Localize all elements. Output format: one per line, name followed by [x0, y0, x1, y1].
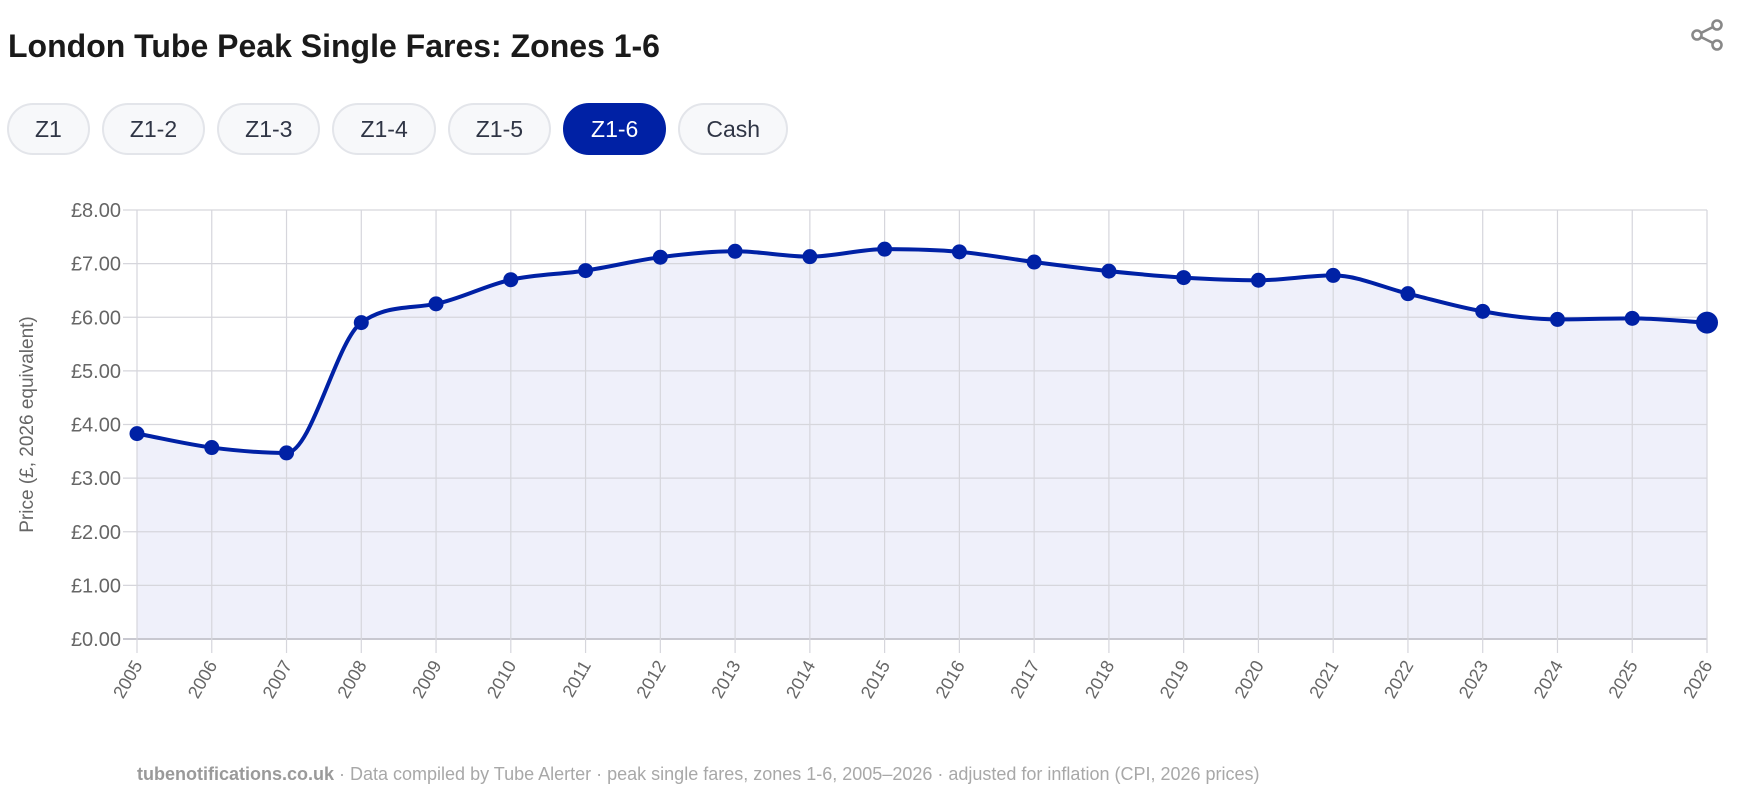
data-point	[652, 249, 668, 265]
data-point	[951, 244, 967, 260]
footer-credit: tubenotifications.co.uk · Data compiled …	[137, 764, 1260, 785]
footer-site: tubenotifications.co.uk	[137, 764, 335, 784]
x-tick-label: 2006	[184, 657, 221, 702]
tab-z1[interactable]: Z1	[7, 103, 90, 155]
tab-z1-5[interactable]: Z1-5	[447, 103, 552, 155]
y-tick-label: £8.00	[71, 200, 121, 222]
data-point	[129, 426, 145, 442]
x-tick-label: 2023	[1455, 657, 1492, 702]
tab-cash[interactable]: Cash	[678, 103, 789, 155]
y-tick-label: £6.00	[71, 307, 121, 329]
x-tick-label: 2011	[558, 657, 595, 701]
area-fill	[137, 249, 1707, 640]
data-point	[1696, 311, 1718, 334]
data-point	[279, 445, 295, 461]
x-tick-label: 2007	[259, 657, 296, 702]
tab-z1-6[interactable]: Z1-6	[563, 103, 667, 155]
y-tick-label: £3.00	[71, 468, 121, 490]
data-point	[1250, 272, 1266, 288]
data-point	[1101, 263, 1117, 279]
data-point	[802, 249, 818, 265]
y-tick-label: £7.00	[71, 254, 121, 276]
x-tick-label: 2020	[1231, 657, 1268, 702]
x-tick-label: 2014	[782, 657, 819, 702]
data-point	[1475, 303, 1491, 319]
footer-note: · Data compiled by Tube Alerter · peak s…	[334, 764, 1260, 784]
data-point	[353, 315, 369, 331]
tab-z1-3[interactable]: Z1-3	[217, 103, 321, 155]
x-tick-label: 2022	[1380, 657, 1417, 702]
data-point	[1176, 270, 1192, 286]
x-tick-label: 2005	[109, 657, 146, 702]
x-tick-label: 2026	[1679, 657, 1716, 702]
y-tick-label: £1.00	[71, 575, 121, 597]
y-tick-label: £0.00	[71, 629, 121, 651]
share-icon[interactable]	[1690, 18, 1724, 52]
y-tick-label: £4.00	[71, 415, 121, 437]
y-axis-label: Price (£, 2026 equivalent)	[17, 316, 38, 533]
fare-chart: £0.00 £1.00 £2.00 £3.00 £4.00 £5.00 £6.00 £7.00…	[17, 200, 1718, 702]
tab-z1-4[interactable]: Z1-4	[332, 103, 436, 155]
x-tick-label: 2009	[408, 657, 445, 702]
data-point	[204, 440, 220, 456]
data-point	[1549, 311, 1565, 327]
x-tick-label: 2017	[1006, 657, 1043, 702]
x-tick-label: 2012	[632, 657, 669, 702]
data-point	[877, 241, 893, 257]
x-tick-label: 2019	[1156, 657, 1193, 702]
data-point	[578, 263, 594, 279]
x-tick-label: 2025	[1604, 657, 1641, 702]
x-tick-label: 2021	[1305, 657, 1342, 702]
x-tick-label: 2013	[707, 657, 744, 702]
data-point	[1026, 254, 1042, 270]
x-tick-label: 2016	[932, 657, 969, 702]
zone-tabs: Z1 Z1-2 Z1-3 Z1-4 Z1-5 Z1-6 Cash	[7, 103, 789, 155]
data-point	[503, 272, 519, 288]
data-point	[727, 243, 743, 259]
x-tick-label: 2024	[1530, 657, 1567, 702]
x-tick-label: 2010	[483, 657, 520, 702]
data-point	[1624, 310, 1640, 326]
data-point	[1400, 286, 1416, 302]
x-tick-label: 2018	[1081, 657, 1118, 702]
x-tick-label: 2008	[333, 657, 370, 702]
y-tick-label: £5.00	[71, 361, 121, 383]
data-point	[428, 296, 444, 312]
tab-z1-2[interactable]: Z1-2	[101, 103, 206, 155]
page-title: London Tube Peak Single Fares: Zones 1-6	[8, 28, 660, 64]
y-tick-label: £2.00	[71, 522, 121, 544]
data-point	[1325, 267, 1341, 283]
x-tick-label: 2015	[857, 657, 894, 702]
